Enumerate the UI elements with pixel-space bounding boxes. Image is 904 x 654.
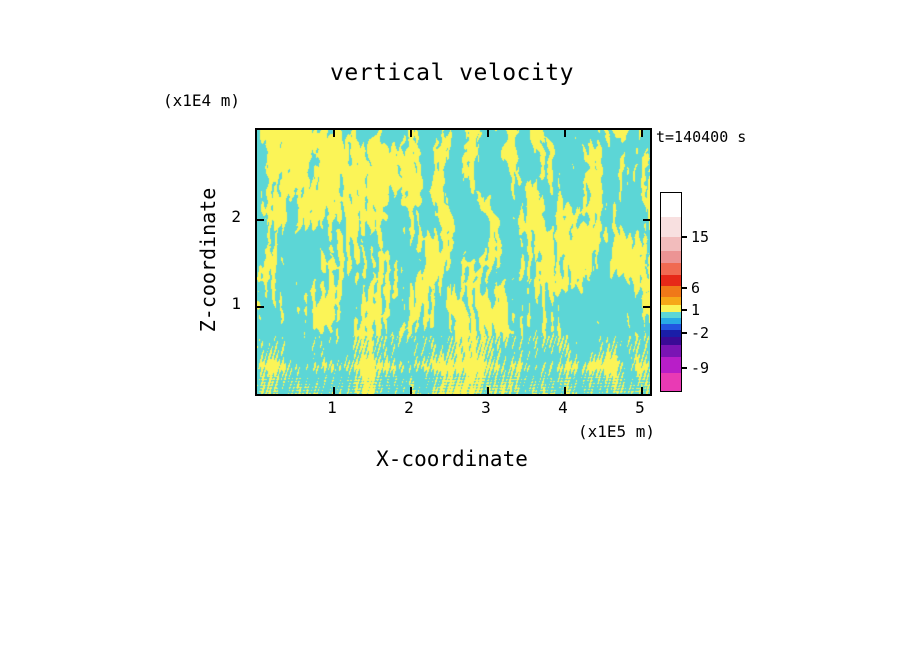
x-axis-tick	[641, 387, 643, 394]
x-axis-tick	[487, 130, 489, 137]
x-axis-tick	[564, 130, 566, 137]
colorbar-segment	[661, 323, 681, 330]
colorbar-segment	[661, 275, 681, 287]
x-axis-tick	[641, 130, 643, 137]
y-axis-tick	[643, 306, 650, 308]
colorbar-tick-label: -9	[691, 359, 710, 378]
colorbar-tick-label: -2	[691, 323, 710, 342]
y-axis-tick	[257, 219, 264, 221]
x-axis-tick	[333, 387, 335, 394]
y-axis-title: Z-coordinate	[196, 187, 220, 333]
time-label: t=140400 s	[656, 128, 747, 146]
y-axis-tick-label: 1	[231, 294, 241, 313]
colorbar-tick-label: 6	[691, 279, 701, 298]
colorbar-segment	[661, 372, 681, 391]
x-axis-tick	[487, 387, 489, 394]
x-axis-tick-label: 2	[404, 398, 414, 417]
y-axis-tick-label: 2	[231, 207, 241, 226]
chart-title: vertical velocity	[330, 60, 574, 86]
colorbar-segment	[661, 344, 681, 357]
x-axis-unit-label: (x1E5 m)	[577, 422, 655, 441]
x-axis-tick-label: 5	[635, 398, 645, 417]
colorbar-tick	[682, 287, 687, 290]
colorbar-tick	[682, 309, 687, 311]
x-axis-tick	[333, 130, 335, 137]
x-axis-tick	[410, 387, 412, 394]
x-axis-tick	[564, 387, 566, 394]
colorbar-segment	[661, 250, 681, 264]
colorbar	[660, 192, 682, 392]
x-axis-tick-labels: 1 2 3 4 5	[255, 398, 648, 418]
colorbar-labels: 15 6 1 -2 -9	[682, 192, 732, 390]
colorbar-segment	[661, 286, 681, 298]
x-axis-tick	[410, 130, 412, 137]
colorbar-tick	[682, 235, 687, 238]
colorbar-segment	[661, 329, 681, 337]
y-axis-tick	[643, 219, 650, 221]
colorbar-tick	[682, 331, 687, 334]
y-axis-unit-label: (x1E4 m)	[163, 91, 241, 110]
colorbar-segment	[661, 318, 681, 324]
x-axis-tick-label: 3	[481, 398, 491, 417]
colorbar-tick	[682, 367, 687, 370]
colorbar-segment	[661, 305, 681, 313]
colorbar-segment	[661, 263, 681, 276]
plot-area	[255, 128, 652, 396]
x-axis-tick-label: 1	[327, 398, 337, 417]
colorbar-segment	[661, 336, 681, 345]
colorbar-segment	[661, 193, 681, 217]
colorbar-segment	[661, 297, 681, 306]
colorbar-segment	[661, 356, 681, 373]
colorbar-tick-label: 15	[691, 227, 710, 246]
heatmap-canvas	[257, 130, 650, 394]
colorbar-segment	[661, 216, 681, 237]
x-axis-title: X-coordinate	[376, 447, 528, 471]
x-axis-tick-label: 4	[558, 398, 568, 417]
colorbar-tick-label: 1	[691, 301, 701, 319]
colorbar-segment	[661, 312, 681, 319]
y-axis-tick	[257, 306, 264, 308]
colorbar-segment	[661, 236, 681, 251]
